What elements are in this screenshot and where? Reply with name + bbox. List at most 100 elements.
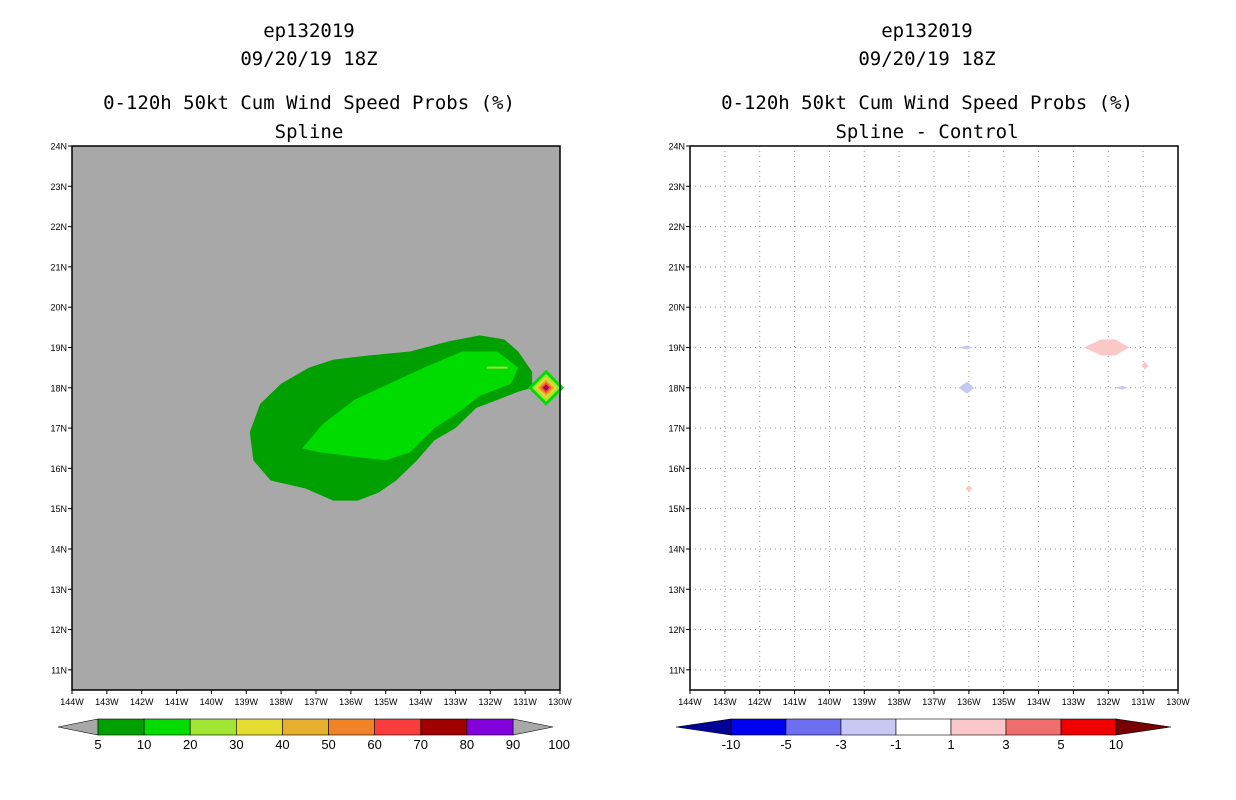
colorbar-over-arrow <box>1115 718 1172 736</box>
y-tick-label: 13N <box>668 585 685 595</box>
y-tick-label: 23N <box>668 182 685 192</box>
colorbar-label: -1 <box>890 737 902 752</box>
colorbar-swatch <box>730 718 787 736</box>
y-tick-label: 17N <box>668 424 685 434</box>
y-tick-label: 15N <box>668 504 685 514</box>
y-tick-label: 18N <box>668 383 685 393</box>
y-tick-label: 13N <box>50 585 67 595</box>
storm-id-left: ep132019 <box>263 20 355 42</box>
y-tick-label: 20N <box>50 303 67 313</box>
x-tick-label: 141W <box>165 697 189 707</box>
probability-region <box>958 345 973 350</box>
probability-region <box>1141 361 1149 370</box>
x-tick-label: 141W <box>783 697 807 707</box>
x-tick-label: 138W <box>269 697 293 707</box>
x-tick-label: 137W <box>922 697 946 707</box>
y-tick-label: 24N <box>50 142 67 152</box>
y-tick-label: 14N <box>50 544 67 554</box>
chart-subtitle-right: Spline - Control <box>835 121 1019 143</box>
x-tick-label: 134W <box>409 697 433 707</box>
x-tick-label: 140W <box>200 697 224 707</box>
colorbar-label: 1 <box>947 737 954 752</box>
y-tick-label: 21N <box>668 262 685 272</box>
colorbar-label: 10 <box>1109 737 1123 752</box>
x-tick-label: 139W <box>235 697 259 707</box>
colorbar-swatch <box>950 718 1007 736</box>
colorbar-label: 10 <box>137 737 151 752</box>
datetime-right: 09/20/19 18Z <box>858 48 996 70</box>
colorbar-swatch <box>785 718 842 736</box>
y-tick-label: 12N <box>50 625 67 635</box>
probability-region <box>1115 385 1128 390</box>
colorbar-label: 3 <box>1002 737 1009 752</box>
x-tick-label: 133W <box>1062 697 1086 707</box>
peak-probability-contour <box>544 386 548 390</box>
probability-region <box>1083 339 1130 356</box>
colorbar-label: 30 <box>229 737 243 752</box>
x-tick-label: 139W <box>853 697 877 707</box>
y-tick-label: 20N <box>668 303 685 313</box>
colorbar-label: 5 <box>1057 737 1064 752</box>
x-tick-label: 142W <box>748 697 772 707</box>
colorbar-label: 70 <box>414 737 428 752</box>
colorbar-label: -10 <box>722 737 741 752</box>
y-tick-label: 23N <box>50 182 67 192</box>
colorbar-swatch <box>840 718 897 736</box>
colorbar-label: 100 <box>548 737 570 752</box>
x-tick-label: 136W <box>339 697 363 707</box>
probability-region <box>302 351 519 461</box>
x-tick-label: 130W <box>548 697 572 707</box>
chart-title-left: 0-120h 50kt Cum Wind Speed Probs (%) <box>103 92 515 114</box>
colorbar-label: 20 <box>183 737 197 752</box>
colorbar-label: 40 <box>275 737 289 752</box>
x-tick-label: 140W <box>818 697 842 707</box>
colorbar-label: -5 <box>780 737 792 752</box>
y-tick-label: 22N <box>50 222 67 232</box>
colorbar-label: 90 <box>506 737 520 752</box>
x-tick-label: 137W <box>304 697 328 707</box>
colorbar-label: 60 <box>367 737 381 752</box>
x-tick-label: 135W <box>992 697 1016 707</box>
colorbar-swatch <box>895 718 952 736</box>
plot-area <box>690 146 1178 690</box>
colorbar-label: 80 <box>460 737 474 752</box>
x-tick-label: 131W <box>513 697 537 707</box>
x-tick-label: 138W <box>887 697 911 707</box>
y-tick-label: 19N <box>668 343 685 353</box>
colorbar-label: 50 <box>321 737 335 752</box>
y-tick-label: 11N <box>669 665 685 675</box>
probability-region <box>958 381 975 394</box>
colorbar-label: -3 <box>835 737 847 752</box>
chart-subtitle-left: Spline <box>274 121 344 143</box>
x-tick-label: 143W <box>95 697 119 707</box>
colorbar-swatch <box>466 718 514 736</box>
y-tick-label: 16N <box>668 464 685 474</box>
y-tick-label: 19N <box>50 343 67 353</box>
probability-region <box>965 485 973 492</box>
y-tick-label: 22N <box>668 222 685 232</box>
x-tick-label: 130W <box>1166 697 1190 707</box>
storm-id-right: ep132019 <box>881 20 973 42</box>
x-tick-label: 131W <box>1131 697 1155 707</box>
y-tick-label: 12N <box>668 625 685 635</box>
y-tick-label: 14N <box>668 544 685 554</box>
x-tick-label: 135W <box>374 697 398 707</box>
y-tick-label: 21N <box>50 262 67 272</box>
y-tick-label: 15N <box>50 504 67 514</box>
x-tick-label: 132W <box>479 697 503 707</box>
chart-title-right: 0-120h 50kt Cum Wind Speed Probs (%) <box>721 92 1133 114</box>
x-tick-label: 134W <box>1027 697 1051 707</box>
colorbar-swatch <box>1060 718 1117 736</box>
colorbar-under-arrow <box>675 718 732 736</box>
x-tick-label: 133W <box>444 697 468 707</box>
colorbar-swatch <box>1005 718 1062 736</box>
x-tick-label: 132W <box>1097 697 1121 707</box>
x-tick-label: 142W <box>130 697 154 707</box>
datetime-left: 09/20/19 18Z <box>240 48 378 70</box>
y-tick-label: 16N <box>50 464 67 474</box>
colorbar-label: 5 <box>94 737 101 752</box>
y-tick-label: 11N <box>51 665 67 675</box>
y-tick-label: 17N <box>50 424 67 434</box>
